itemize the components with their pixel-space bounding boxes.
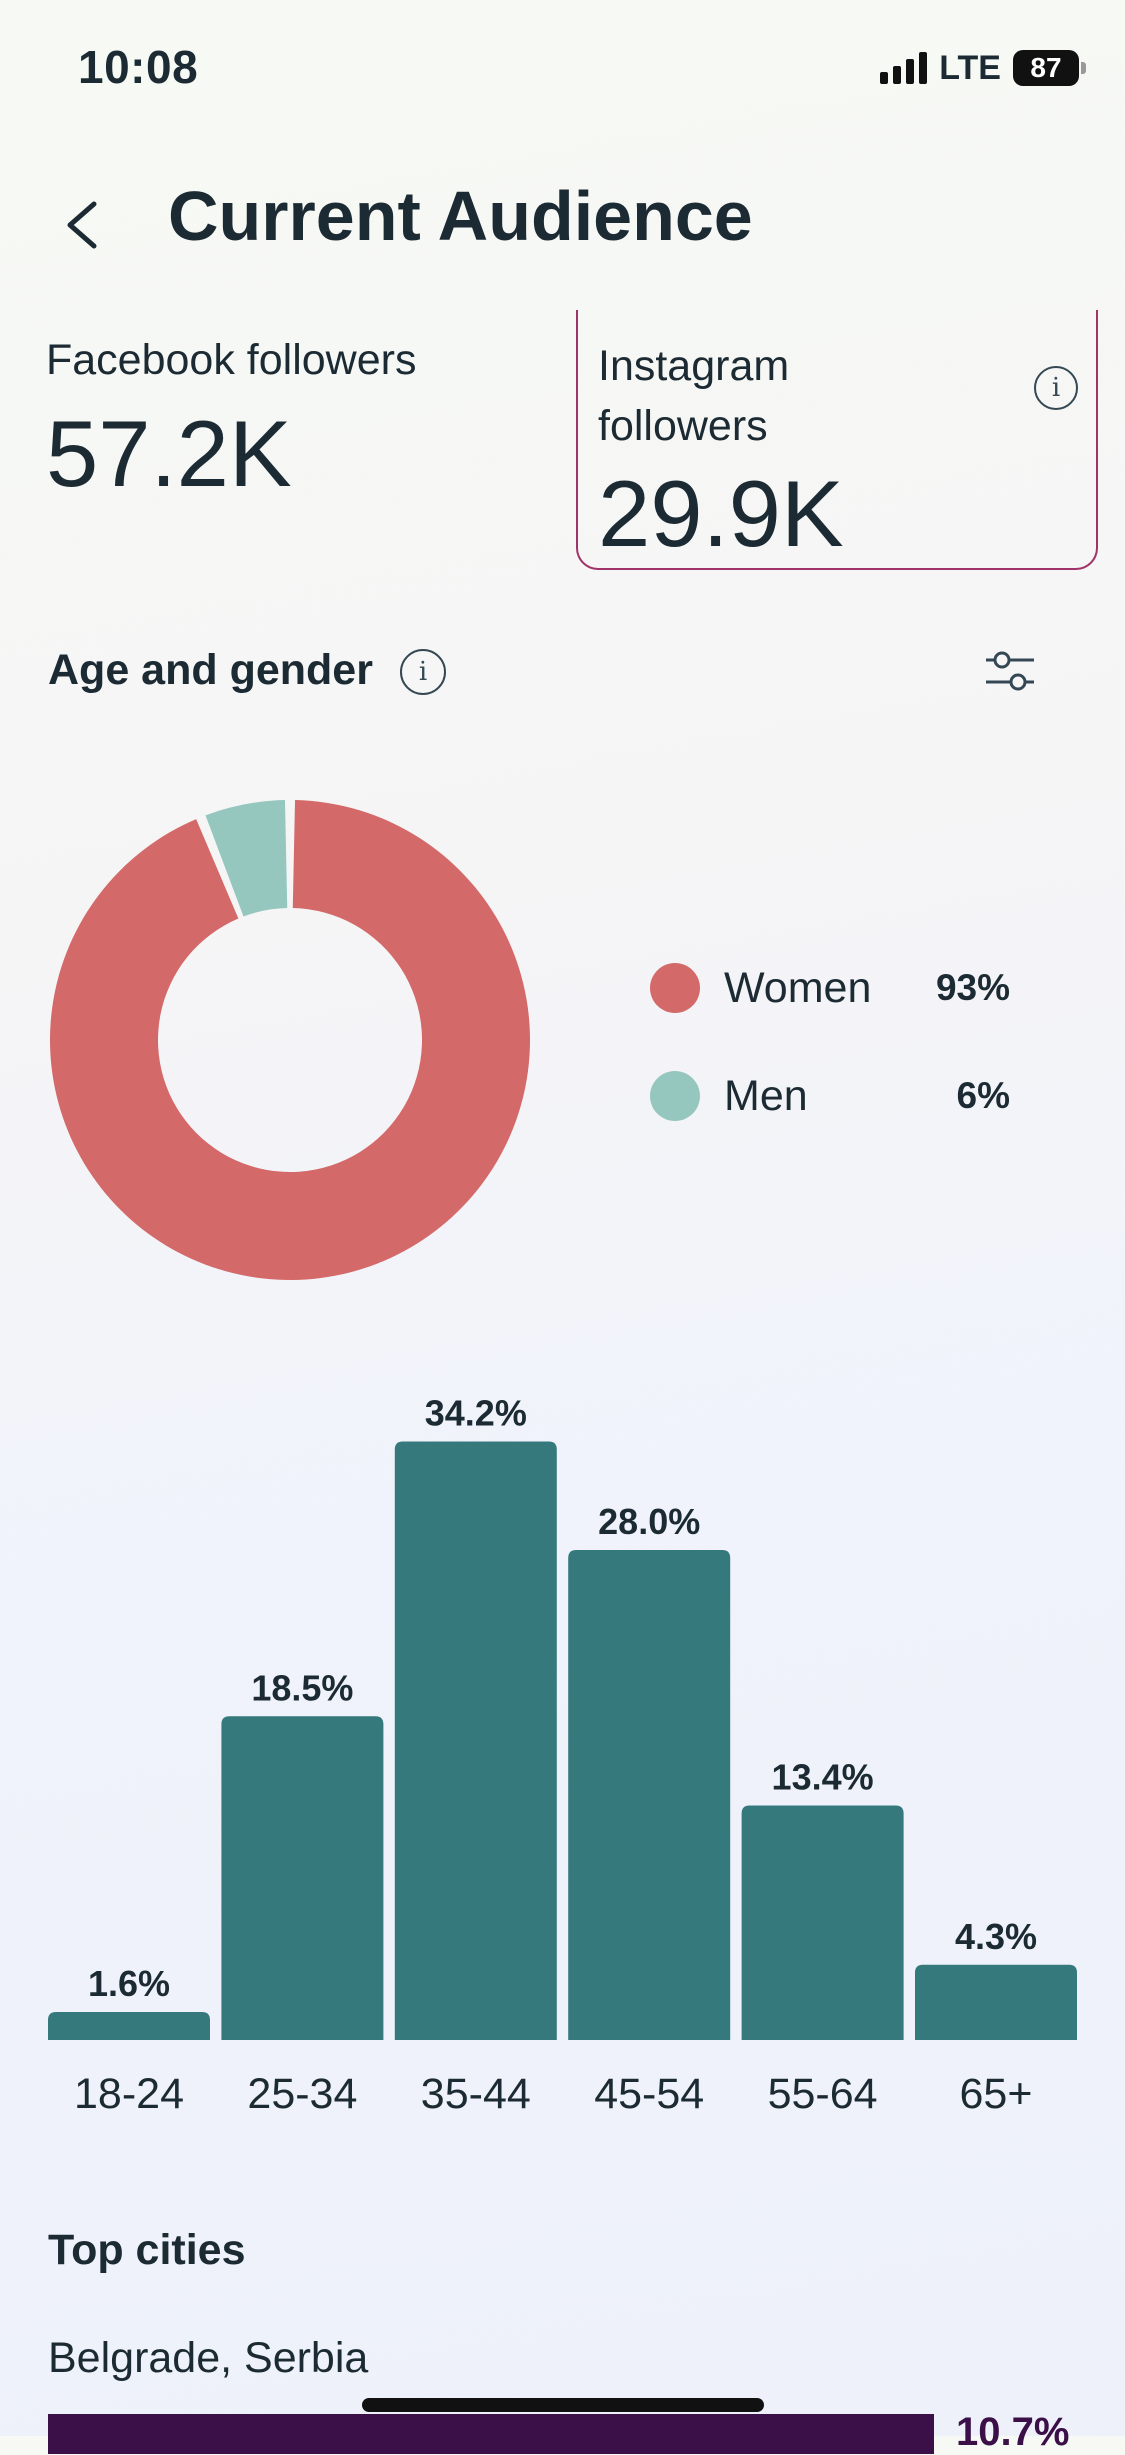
back-button[interactable] — [54, 190, 114, 260]
city-value: 10.7% — [956, 2410, 1070, 2454]
city-bar — [48, 2414, 934, 2454]
bar-55-64 — [741, 1805, 904, 2040]
instagram-followers-label: Instagram followers — [598, 342, 790, 450]
bar-value-label: 28.0% — [598, 1501, 700, 1542]
bar-18-24 — [48, 2012, 210, 2040]
network-type: LTE — [939, 48, 1001, 87]
legend-item-women: Women 93% — [650, 960, 1010, 1016]
bar-45-54 — [568, 1550, 731, 2040]
instagram-followers-card[interactable]: Instagram followers 29.9K i — [576, 310, 1098, 570]
men-slice — [205, 800, 288, 917]
legend-label: Men — [724, 1071, 808, 1120]
x-tick-label: 18-24 — [74, 2070, 184, 2118]
women-legend-dot — [650, 963, 700, 1013]
age-gender-title: Age and gender — [48, 646, 373, 694]
chevron-left-icon — [67, 201, 97, 249]
info-icon[interactable]: i — [400, 649, 446, 695]
sliders-icon — [986, 651, 1034, 691]
bar-65+ — [915, 1964, 1077, 2040]
bar-value-label: 1.6% — [88, 1963, 170, 2004]
x-tick-label: 65+ — [960, 2070, 1033, 2118]
bar-25-34 — [221, 1716, 384, 2040]
legend-item-men: Men 6% — [650, 1068, 1010, 1124]
women-slice — [50, 800, 531, 1280]
top-cities-title: Top cities — [48, 2226, 246, 2274]
status-indicators: LTE 87 — [880, 48, 1086, 88]
legend-value: 93% — [935, 967, 1010, 1008]
info-icon[interactable]: i — [1034, 366, 1078, 410]
instagram-followers-value: 29.9K — [598, 461, 844, 566]
bar-value-label: 4.3% — [955, 1916, 1037, 1957]
bar-value-label: 13.4% — [772, 1757, 874, 1798]
home-indicator[interactable] — [362, 2398, 764, 2412]
facebook-followers-value: 57.2K — [46, 401, 292, 506]
signal-icon — [880, 52, 928, 84]
status-time: 10:08 — [78, 41, 199, 93]
facebook-followers-label: Facebook followers — [46, 336, 417, 384]
age-bar-chart: 1.6% 18-24 18.5% 25-34 34.2% 35-44 28.0% 45-54 1… — [48, 1393, 1077, 2118]
x-tick-label: 45-54 — [594, 2070, 704, 2118]
bar-35-44 — [394, 1441, 557, 2040]
battery-level: 87 — [1030, 52, 1062, 83]
page-title: Current Audience — [168, 177, 753, 255]
x-tick-label: 25-34 — [247, 2070, 357, 2118]
legend-value: 6% — [956, 1075, 1010, 1116]
bar-value-label: 34.2% — [425, 1393, 527, 1434]
men-legend-dot — [650, 1071, 700, 1121]
bar-value-label: 18.5% — [251, 1667, 353, 1708]
legend-label: Women — [724, 963, 872, 1012]
gender-donut-chart — [50, 800, 531, 1280]
x-tick-label: 55-64 — [768, 2070, 878, 2118]
battery-icon: 87 — [1013, 50, 1086, 86]
filter-button[interactable] — [982, 646, 1038, 696]
city-name: Belgrade, Serbia — [48, 2334, 369, 2382]
x-tick-label: 35-44 — [421, 2070, 531, 2118]
